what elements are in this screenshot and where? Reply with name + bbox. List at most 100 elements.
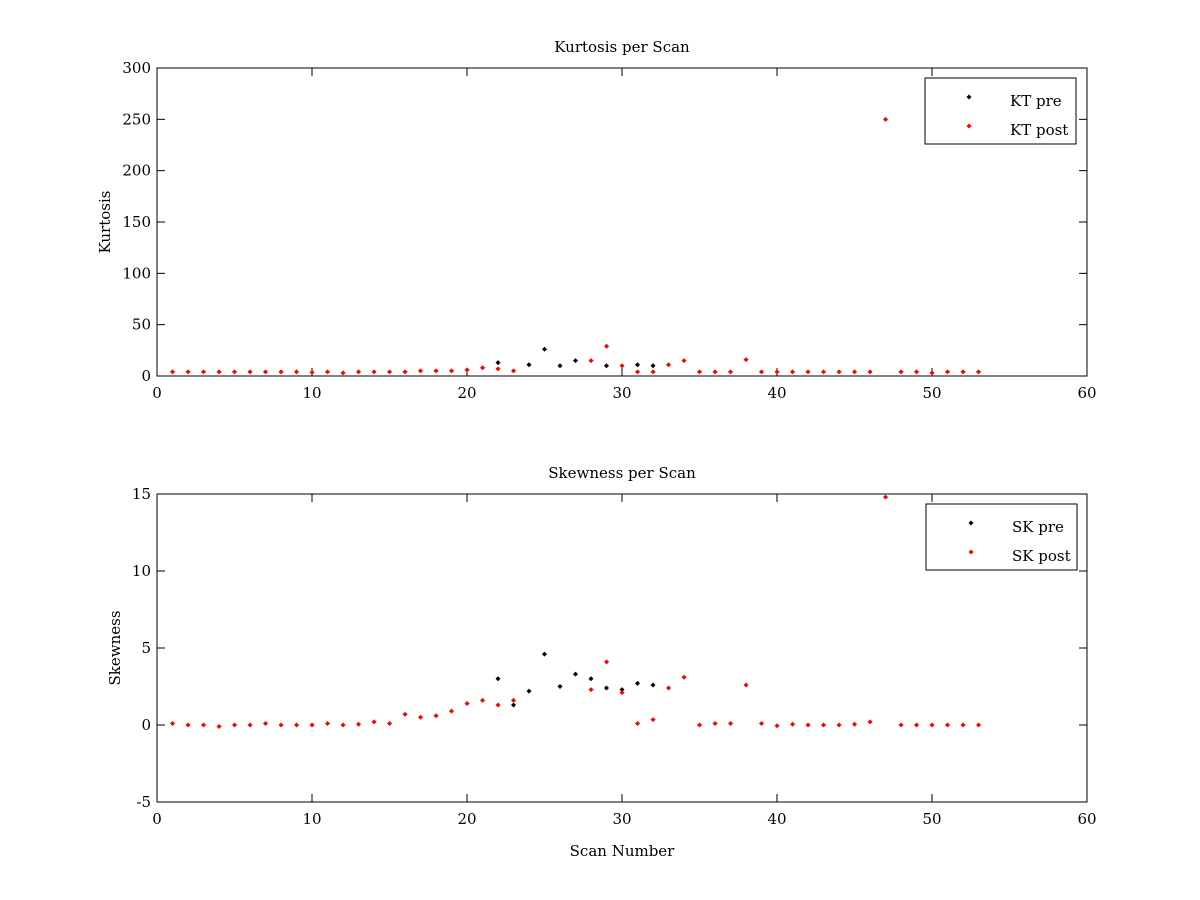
kurtosis-point-post	[294, 369, 299, 375]
kurtosis-point-post	[929, 370, 935, 376]
kurtosis-point-post	[201, 369, 206, 375]
skewness-point-post	[945, 722, 950, 728]
kurtosis-point-post	[170, 369, 175, 375]
kurtosis-ytick-label: 0	[141, 367, 151, 385]
skewness-point-post	[743, 682, 749, 688]
skewness-legend-label-post: SK post	[1012, 547, 1071, 565]
skewness-points	[170, 494, 981, 730]
kurtosis-point-post	[340, 370, 346, 376]
skewness-point-post	[263, 720, 268, 726]
skewness-ytick-label: 0	[141, 716, 151, 734]
skewness-point-post	[387, 720, 392, 726]
skewness-point-post	[216, 724, 222, 730]
kurtosis-point-post	[449, 368, 454, 374]
kurtosis-point-post	[635, 369, 640, 375]
skewness-subplot: Skewness per Scan Skewness Scan Number 0…	[106, 464, 1097, 860]
kurtosis-ticks: 0 10 20 30 40 50 60 0 50 100 150 200 250 300	[122, 59, 1096, 402]
skewness-title: Skewness per Scan	[548, 464, 696, 482]
kurtosis-point-post	[960, 369, 966, 375]
skewness-point-pre	[619, 687, 625, 693]
skewness-legend-marker-post	[968, 549, 974, 555]
kurtosis-legend: KT pre KT post	[924, 77, 1077, 145]
skewness-point-post	[433, 713, 439, 719]
skewness-xtick-label: 10	[302, 810, 321, 828]
kurtosis-point-post	[728, 369, 733, 375]
skewness-point-post	[650, 717, 656, 723]
skewness-legend-box	[925, 503, 1078, 571]
skewness-point-post	[960, 722, 966, 728]
kurtosis-point-post	[774, 369, 780, 375]
skewness-point-post	[480, 697, 485, 703]
kurtosis-point-pre	[650, 363, 656, 369]
kurtosis-xtick-label: 30	[612, 384, 631, 402]
skewness-xtick-label: 60	[1077, 810, 1096, 828]
kurtosis-point-post	[821, 369, 826, 375]
skewness-ytick-label: 15	[132, 485, 151, 503]
kurtosis-point-pre	[635, 362, 640, 368]
kurtosis-title: Kurtosis per Scan	[554, 38, 690, 56]
skewness-xtick-label: 30	[612, 810, 631, 828]
kurtosis-legend-marker-pre	[966, 94, 972, 100]
kurtosis-point-post	[619, 363, 625, 369]
skewness-point-post	[185, 722, 191, 728]
skewness-point-post	[340, 722, 346, 728]
kurtosis-point-post	[681, 358, 687, 364]
skewness-point-post	[201, 722, 206, 728]
kurtosis-point-post	[712, 369, 718, 375]
skewness-point-post	[232, 722, 237, 728]
skewness-point-post	[604, 659, 609, 665]
kurtosis-xtick-label: 10	[302, 384, 321, 402]
skewness-ytick-label: 5	[141, 639, 151, 657]
kurtosis-point-post	[325, 369, 330, 375]
kurtosis-point-post	[511, 368, 516, 374]
skewness-ytick-label: 10	[132, 562, 151, 580]
kurtosis-ytick-label: 200	[122, 162, 151, 180]
kurtosis-point-pre	[557, 363, 563, 369]
skewness-ylabel: Skewness	[106, 610, 124, 685]
kurtosis-ytick-label: 250	[122, 110, 151, 128]
skewness-point-pre	[650, 682, 656, 688]
skewness-point-pre	[604, 685, 609, 691]
kurtosis-point-post	[247, 369, 253, 375]
kurtosis-point-post	[309, 369, 315, 375]
skewness-point-pre	[511, 702, 516, 708]
skewness-point-post	[464, 700, 470, 706]
kurtosis-xtick-label: 20	[457, 384, 476, 402]
skewness-legend-label-pre: SK pre	[1012, 518, 1064, 536]
kurtosis-subplot: Kurtosis per Scan Kurtosis 0 10 20 30 40 50 60…	[96, 38, 1097, 402]
kurtosis-legend-markers	[966, 94, 972, 129]
kurtosis-point-post	[604, 343, 609, 349]
kurtosis-point-post	[185, 369, 191, 375]
skewness-point-post	[356, 721, 361, 727]
kurtosis-point-post	[278, 369, 284, 375]
skewness-point-post	[666, 685, 671, 691]
skewness-point-post	[836, 722, 842, 728]
skewness-point-pre	[557, 684, 563, 689]
kurtosis-ylabel: Kurtosis	[96, 191, 114, 254]
skewness-point-post	[278, 722, 284, 728]
skewness-point-pre	[588, 676, 594, 682]
skewness-point-post	[402, 711, 408, 717]
kurtosis-xtick-label: 0	[152, 384, 162, 402]
kurtosis-point-post	[759, 369, 764, 375]
skewness-point-pre	[542, 651, 547, 657]
skewness-point-post	[914, 722, 919, 728]
kurtosis-point-pre	[604, 363, 609, 369]
kurtosis-point-pre	[495, 360, 501, 366]
skewness-point-post	[309, 722, 315, 728]
kurtosis-legend-box	[924, 77, 1077, 145]
kurtosis-ytick-label: 300	[122, 59, 151, 77]
kurtosis-point-post	[650, 369, 656, 375]
kurtosis-point-post	[743, 357, 749, 363]
kurtosis-legend-label-post: KT post	[1010, 121, 1068, 139]
skewness-point-post	[697, 722, 702, 728]
skewness-point-post	[821, 722, 826, 728]
kurtosis-legend-marker-post	[966, 123, 972, 129]
skewness-xtick-label: 40	[767, 810, 786, 828]
skewness-point-post	[170, 720, 175, 726]
kurtosis-point-post	[805, 369, 811, 375]
kurtosis-ytick-label: 100	[122, 264, 151, 282]
skewness-point-post	[635, 720, 640, 726]
kurtosis-point-post	[867, 369, 873, 375]
